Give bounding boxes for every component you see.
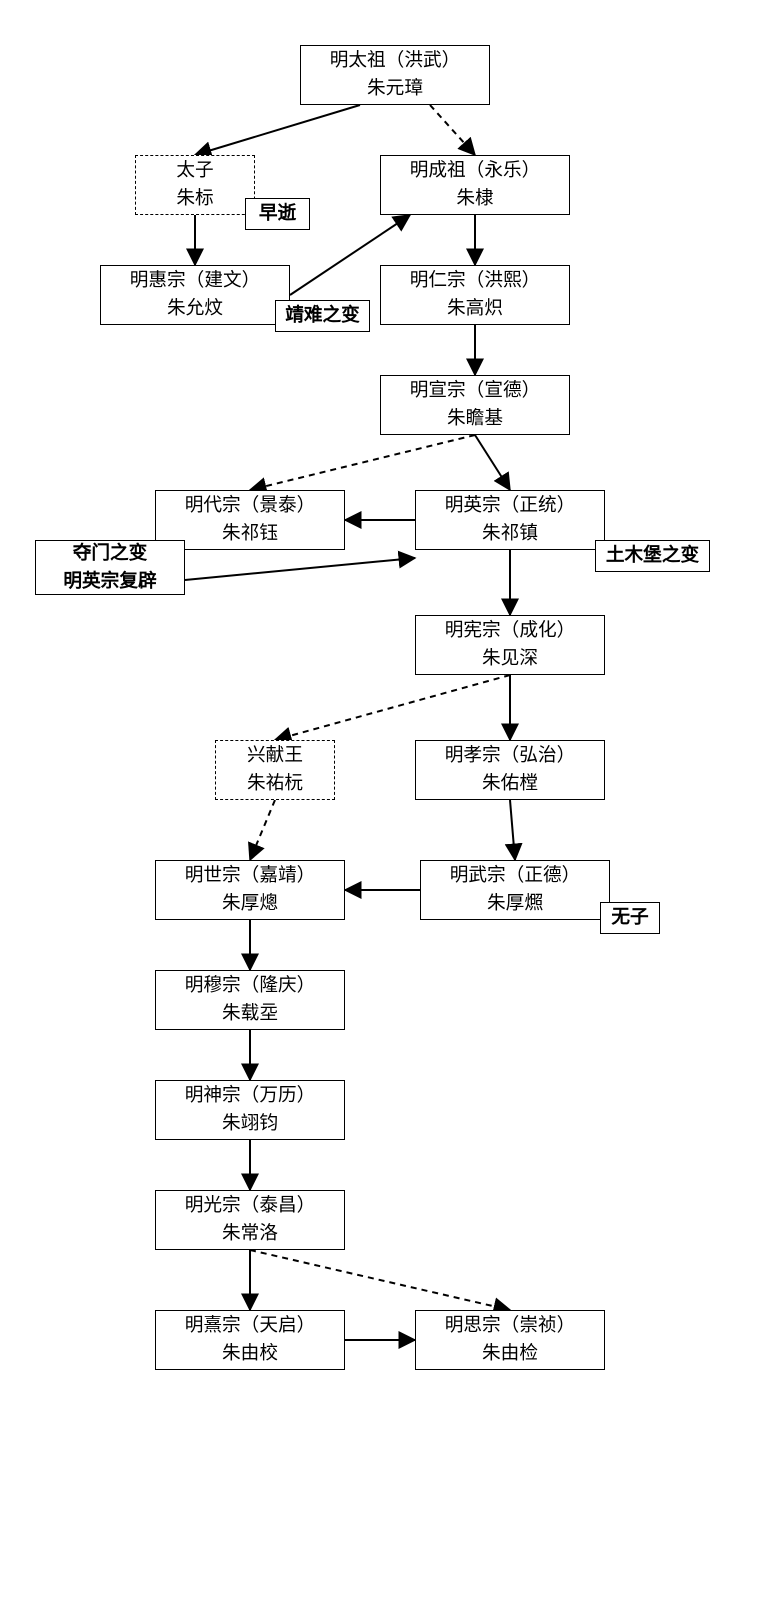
node-line1: 早逝: [259, 200, 296, 228]
node-huizong: 明惠宗（建文）朱允炆: [100, 265, 290, 325]
node-line2: 朱祁钰: [222, 520, 278, 548]
edges-layer: [0, 0, 770, 1600]
node-line1: 明宣宗（宣德）: [410, 377, 541, 405]
edge-xiaozong-wuzong: [510, 800, 515, 860]
node-line1: 明仁宗（洪熙）: [410, 267, 541, 295]
node-renzong: 明仁宗（洪熙）朱高炽: [380, 265, 570, 325]
node-line2: 朱祁镇: [482, 520, 538, 548]
node-line1: 明世宗（嘉靖）: [185, 862, 316, 890]
node-line2: 朱瞻基: [447, 405, 503, 433]
node-wuzi: 无子: [600, 902, 660, 934]
node-line1: 明穆宗（隆庆）: [185, 972, 316, 1000]
node-line1: 明光宗（泰昌）: [185, 1192, 316, 1220]
node-line2: 朱允炆: [167, 295, 223, 323]
node-line2: 朱棣: [456, 185, 493, 213]
node-line1: 明宪宗（成化）: [445, 617, 576, 645]
node-line1: 夺门之变: [73, 540, 148, 568]
edge-taizu-chengzu: [430, 105, 475, 155]
node-line2: 朱由检: [482, 1340, 538, 1368]
node-line2: 朱厚熜: [222, 890, 278, 918]
node-line1: 太子: [176, 157, 213, 185]
node-muzong: 明穆宗（隆庆）朱载坖: [155, 970, 345, 1030]
node-sizong: 明思宗（崇祯）朱由检: [415, 1310, 605, 1370]
node-duomen: 夺门之变明英宗复辟: [35, 540, 185, 595]
node-line1: 兴献王: [247, 742, 303, 770]
node-line2: 朱翊钧: [222, 1110, 278, 1138]
node-chengzu: 明成祖（永乐）朱棣: [380, 155, 570, 215]
edge-xingxian-shizong: [250, 800, 275, 860]
node-line2: 朱祐杬: [247, 770, 303, 798]
node-xizong: 明熹宗（天启）朱由校: [155, 1310, 345, 1370]
node-line1: 明神宗（万历）: [185, 1082, 316, 1110]
node-line2: 朱元璋: [367, 75, 423, 103]
node-line1: 靖难之变: [285, 302, 360, 330]
node-line2: 朱高炽: [447, 295, 503, 323]
node-line2: 朱标: [176, 185, 213, 213]
node-line1: 明熹宗（天启）: [185, 1312, 316, 1340]
node-wuzong: 明武宗（正德）朱厚燳: [420, 860, 610, 920]
node-line1: 无子: [611, 904, 648, 932]
node-line1: 明成祖（永乐）: [410, 157, 541, 185]
node-line1: 明思宗（崇祯）: [445, 1312, 576, 1340]
node-line1: 土木堡之变: [606, 542, 699, 570]
node-line1: 明英宗（正统）: [445, 492, 576, 520]
node-line2: 朱常洛: [222, 1220, 278, 1248]
node-line2: 朱厚燳: [487, 890, 543, 918]
edge-guangzong-sizong: [250, 1250, 510, 1310]
node-xiaozong: 明孝宗（弘治）朱佑樘: [415, 740, 605, 800]
node-line2: 朱由校: [222, 1340, 278, 1368]
node-line1: 明孝宗（弘治）: [445, 742, 576, 770]
node-shenzong: 明神宗（万历）朱翊钧: [155, 1080, 345, 1140]
node-guangzong: 明光宗（泰昌）朱常洛: [155, 1190, 345, 1250]
node-line1: 明太祖（洪武）: [330, 47, 461, 75]
node-jingnan: 靖难之变: [275, 300, 370, 332]
node-line2: 明英宗复辟: [63, 568, 156, 596]
node-taizi: 太子朱标: [135, 155, 255, 215]
node-line1: 明代宗（景泰）: [185, 492, 316, 520]
node-shizong: 明世宗（嘉靖）朱厚熜: [155, 860, 345, 920]
edge-xuanzong-yingzong: [475, 435, 510, 490]
node-tumubao: 土木堡之变: [595, 540, 710, 572]
node-xuanzong: 明宣宗（宣德）朱瞻基: [380, 375, 570, 435]
node-zaoshi: 早逝: [245, 198, 310, 230]
node-xingxian: 兴献王朱祐杬: [215, 740, 335, 800]
node-taizu: 明太祖（洪武）朱元璋: [300, 45, 490, 105]
edge-daizong-yingzong2: [185, 558, 415, 580]
node-yingzong: 明英宗（正统）朱祁镇: [415, 490, 605, 550]
edge-taizu-taizi: [195, 105, 360, 155]
node-xianzong: 明宪宗（成化）朱见深: [415, 615, 605, 675]
edge-xuanzong-daizong: [250, 435, 475, 490]
node-line2: 朱佑樘: [482, 770, 538, 798]
node-line2: 朱见深: [482, 645, 538, 673]
node-line2: 朱载坖: [222, 1000, 278, 1028]
node-line1: 明武宗（正德）: [450, 862, 581, 890]
edge-xianzong-xingxian: [275, 675, 510, 740]
node-line1: 明惠宗（建文）: [130, 267, 261, 295]
